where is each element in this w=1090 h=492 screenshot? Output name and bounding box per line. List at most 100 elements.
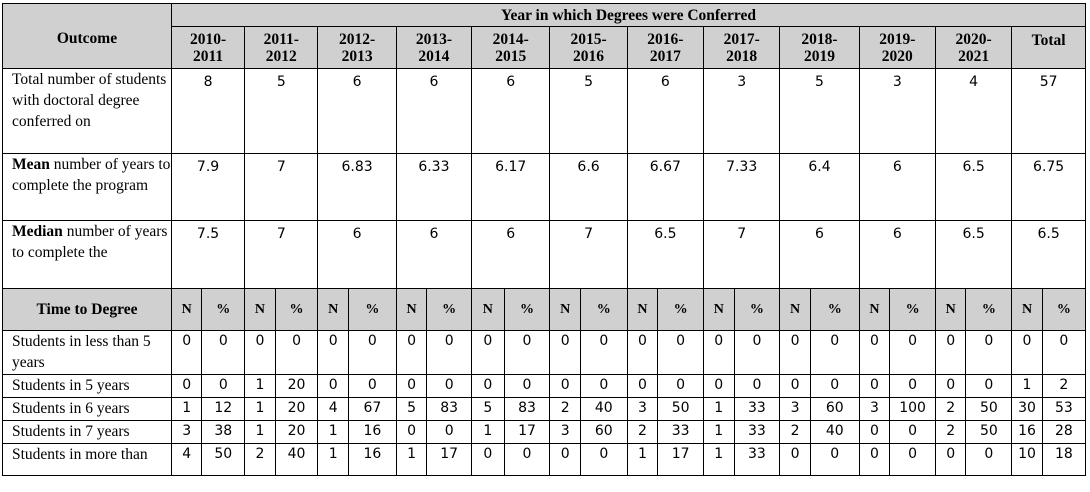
n-value: 3 — [170, 420, 203, 444]
n-header: N — [934, 288, 967, 331]
percent-value: 0 — [503, 374, 551, 398]
degree-outcomes-table: Outcome Year in which Degrees were Confer… — [2, 3, 1087, 476]
n-value: 0 — [1011, 330, 1043, 375]
percent-value: 0 — [579, 330, 628, 375]
percent-value: 0 — [274, 330, 319, 375]
summary-row: Total number of students with doctoral d… — [2, 68, 1086, 154]
percent-value: 0 — [889, 420, 936, 444]
n-value: 1 — [170, 397, 203, 421]
n-value: 0 — [934, 374, 967, 398]
percent-value: 0 — [657, 330, 704, 375]
percent-value: 0 — [426, 420, 473, 444]
summary-value: 6 — [317, 220, 397, 289]
percent-value: 53 — [1041, 397, 1087, 421]
year-end: 2021 — [958, 47, 990, 65]
year-header: 2015- 2016 — [549, 26, 628, 69]
year-end: 2019 — [803, 47, 835, 65]
n-value: 1 — [395, 443, 428, 476]
percent-value: 20 — [274, 374, 319, 398]
n-value: 0 — [858, 374, 891, 398]
total-header: Total — [1011, 26, 1086, 69]
percent-value: 0 — [809, 330, 860, 375]
percent-value: 20 — [274, 420, 319, 444]
percent-value: 0 — [503, 330, 551, 375]
summary-value: 6.33 — [395, 153, 473, 221]
n-value: 4 — [170, 443, 203, 476]
percent-value: 17 — [657, 443, 704, 476]
n-value: 0 — [549, 374, 581, 398]
percent-value: 0 — [965, 330, 1013, 375]
n-value: 0 — [471, 330, 505, 375]
summary-value: 8 — [170, 68, 246, 154]
year-header: 2010- 2011 — [170, 26, 246, 69]
summary-value: 6.6 — [549, 153, 628, 221]
year-start: 2012- — [339, 30, 376, 48]
percent-value: 67 — [347, 397, 397, 421]
summary-value: 7 — [549, 220, 628, 289]
percent-value: 0 — [347, 374, 397, 398]
percent-header: % — [503, 288, 551, 331]
n-value: 1 — [317, 420, 349, 444]
year-header: 2020- 2021 — [934, 26, 1013, 69]
summary-value: 6.75 — [1011, 153, 1086, 221]
summary-value: 5 — [779, 68, 860, 154]
n-value: 3 — [779, 397, 811, 421]
summary-value: 4 — [934, 68, 1013, 154]
n-header: N — [779, 288, 811, 331]
year-end: 2018 — [726, 47, 758, 65]
n-value: 3 — [858, 397, 891, 421]
year-start: 2019- — [879, 30, 916, 48]
summary-value: 7 — [244, 153, 319, 221]
summary-label-bold: Median — [12, 223, 63, 240]
percent-value: 40 — [579, 397, 628, 421]
percent-header: % — [889, 288, 936, 331]
percent-header: % — [579, 288, 628, 331]
summary-value: 6.83 — [317, 153, 397, 221]
year-start: 2013- — [415, 30, 452, 48]
n-value: 2 — [934, 397, 967, 421]
n-value: 0 — [626, 374, 659, 398]
n-value: 0 — [170, 330, 203, 375]
percent-value: 18 — [1041, 443, 1087, 476]
n-value: 0 — [395, 330, 428, 375]
year-group-header: Year in which Degrees were Conferred — [170, 3, 1087, 27]
summary-value: 7 — [244, 220, 319, 289]
percent-value: 33 — [733, 443, 781, 476]
percent-header: % — [426, 288, 473, 331]
summary-value: 6 — [395, 68, 473, 154]
summary-value: 6 — [858, 220, 936, 289]
percent-value: 50 — [965, 420, 1013, 444]
year-start: 2018- — [801, 30, 838, 48]
percent-value: 0 — [809, 374, 860, 398]
year-end: 2015 — [495, 47, 527, 65]
percent-value: 28 — [1041, 420, 1087, 444]
summary-value: 57 — [1011, 68, 1086, 154]
percent-header: % — [809, 288, 860, 331]
n-value: 2 — [626, 420, 659, 444]
percent-value: 83 — [426, 397, 473, 421]
summary-value: 6 — [471, 68, 551, 154]
percent-value: 83 — [503, 397, 551, 421]
n-value: 0 — [858, 420, 891, 444]
summary-value: 6.67 — [626, 153, 705, 221]
n-value: 5 — [471, 397, 505, 421]
year-end: 2012 — [265, 47, 297, 65]
percent-value: 60 — [809, 397, 860, 421]
year-start: 2010- — [189, 30, 227, 48]
percent-header: % — [1041, 288, 1087, 331]
n-value: 1 — [703, 397, 735, 421]
n-header: N — [170, 288, 203, 331]
percent-value: 40 — [274, 443, 319, 476]
n-value: 1 — [471, 420, 505, 444]
percent-value: 0 — [733, 374, 781, 398]
n-header: N — [395, 288, 428, 331]
time-row: Students in more than 4 50 2 40 1 16 1 17 0 0 0 0 1 17… — [2, 443, 1087, 476]
n-value: 0 — [934, 330, 967, 375]
header-row: Outcome Year in which Degrees were Confer… — [2, 3, 1087, 69]
year-end: 2017 — [649, 47, 681, 65]
n-header: N — [549, 288, 581, 331]
percent-value: 20 — [274, 397, 319, 421]
time-row: Students in less than 5 years 0 0 0 0 0 0 0 0 0 0 0… — [2, 330, 1087, 375]
percent-header: % — [657, 288, 704, 331]
n-header: N — [626, 288, 659, 331]
